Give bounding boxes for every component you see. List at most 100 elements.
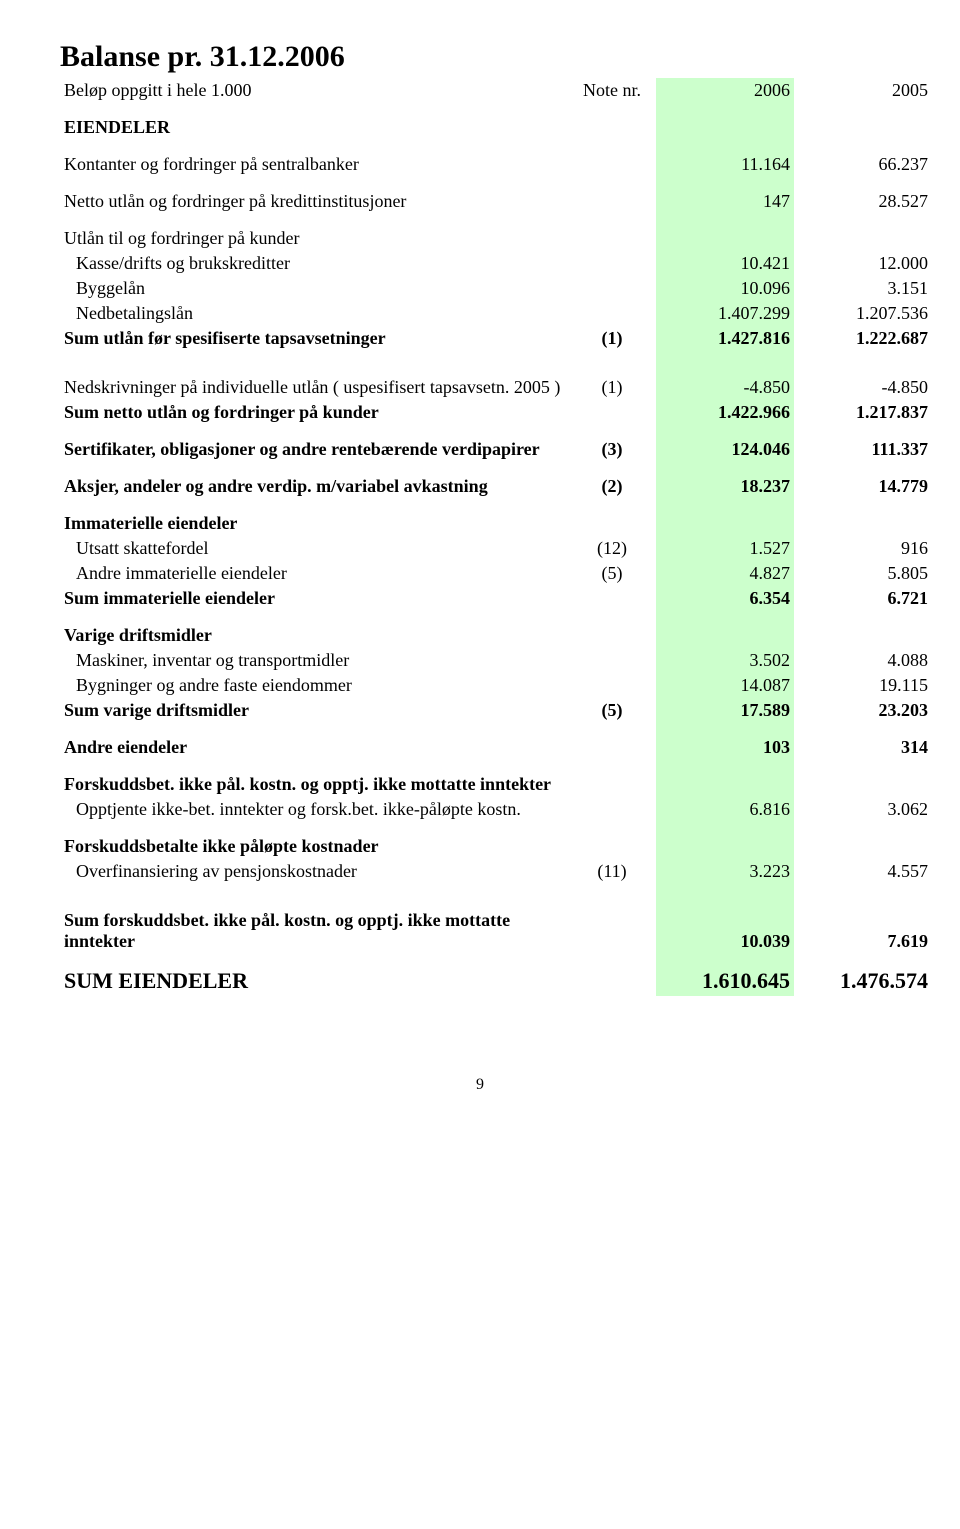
row-y1: 18.237 xyxy=(656,462,794,499)
row-label: Opptjente ikke-bet. inntekter og forsk.b… xyxy=(60,797,568,822)
row-label: Nedbetalingslån xyxy=(60,301,568,326)
row-y1: 10.039 xyxy=(656,884,794,954)
table-row: Forskuddsbet. ikke pål. kostn. og opptj.… xyxy=(60,760,932,797)
table-row: Maskiner, inventar og transportmidler 3.… xyxy=(60,648,932,673)
row-y2: 19.115 xyxy=(794,673,932,698)
table-row: Kontanter og fordringer på sentralbanker… xyxy=(60,140,932,177)
row-note xyxy=(568,400,656,425)
row-y2: 5.805 xyxy=(794,561,932,586)
row-y1: 103 xyxy=(656,723,794,760)
row-y1: 6.816 xyxy=(656,797,794,822)
table-row: Aksjer, andeler og andre verdip. m/varia… xyxy=(60,462,932,499)
row-label: Aksjer, andeler og andre verdip. m/varia… xyxy=(60,462,568,499)
row-label: Sum varige driftsmidler xyxy=(60,698,568,723)
table-row: Sum netto utlån og fordringer på kunder … xyxy=(60,400,932,425)
row-note: (12) xyxy=(568,536,656,561)
row-y1: 6.354 xyxy=(656,586,794,611)
row-label: Utlån til og fordringer på kunder xyxy=(60,214,568,251)
table-row: Sertifikater, obligasjoner og andre rent… xyxy=(60,425,932,462)
table-row: Sum varige driftsmidler (5) 17.589 23.20… xyxy=(60,698,932,723)
row-y1: 1.422.966 xyxy=(656,400,794,425)
row-note xyxy=(568,673,656,698)
table-row: Varige driftsmidler xyxy=(60,611,932,648)
row-label: Kontanter og fordringer på sentralbanker xyxy=(60,140,568,177)
row-y1: 14.087 xyxy=(656,673,794,698)
row-y1: 147 xyxy=(656,177,794,214)
row-note xyxy=(568,954,656,996)
row-y1: 3.223 xyxy=(656,859,794,884)
row-note xyxy=(568,251,656,276)
table-row: Overfinansiering av pensjonskostnader (1… xyxy=(60,859,932,884)
row-y2: 3.151 xyxy=(794,276,932,301)
row-label: Bygninger og andre faste eiendommer xyxy=(60,673,568,698)
table-row: Nedbetalingslån 1.407.299 1.207.536 xyxy=(60,301,932,326)
header-year2: 2005 xyxy=(794,78,932,103)
row-y1: 124.046 xyxy=(656,425,794,462)
row-note: (5) xyxy=(568,561,656,586)
row-note: (1) xyxy=(568,351,656,400)
table-row: Kasse/drifts og brukskreditter 10.421 12… xyxy=(60,251,932,276)
row-y2: 1.217.837 xyxy=(794,400,932,425)
row-y2: 1.476.574 xyxy=(794,954,932,996)
header-row: Beløp oppgitt i hele 1.000 Note nr. 2006… xyxy=(60,78,932,103)
row-y2: 6.721 xyxy=(794,586,932,611)
row-label: Andre eiendeler xyxy=(60,723,568,760)
table-row: Andre eiendeler 103 314 xyxy=(60,723,932,760)
row-y2: 28.527 xyxy=(794,177,932,214)
row-y1: 10.421 xyxy=(656,251,794,276)
table-row: Utsatt skattefordel (12) 1.527 916 xyxy=(60,536,932,561)
row-label: Sum netto utlån og fordringer på kunder xyxy=(60,400,568,425)
row-note xyxy=(568,648,656,673)
table-row: Utlån til og fordringer på kunder xyxy=(60,214,932,251)
row-label: Overfinansiering av pensjonskostnader xyxy=(60,859,568,884)
row-label: SUM EIENDELER xyxy=(60,954,568,996)
row-y2: 1.222.687 xyxy=(794,326,932,351)
table-row: Bygninger og andre faste eiendommer 14.0… xyxy=(60,673,932,698)
table-row: Sum forskuddsbet. ikke pål. kostn. og op… xyxy=(60,884,932,954)
row-label: Sum immaterielle eiendeler xyxy=(60,586,568,611)
row-y1: 3.502 xyxy=(656,648,794,673)
row-y1: 10.096 xyxy=(656,276,794,301)
row-y1: 1.407.299 xyxy=(656,301,794,326)
page-number: 9 xyxy=(60,1076,900,1094)
row-y1: -4.850 xyxy=(656,351,794,400)
row-y2: 4.088 xyxy=(794,648,932,673)
row-label: Forskuddsbet. ikke pål. kostn. og opptj.… xyxy=(60,760,568,797)
row-y1: 11.164 xyxy=(656,140,794,177)
row-label: Sertifikater, obligasjoner og andre rent… xyxy=(60,425,568,462)
row-label: Maskiner, inventar og transportmidler xyxy=(60,648,568,673)
page-title: Balanse pr. 31.12.2006 xyxy=(60,40,900,74)
sum-eiendeler-row: SUM EIENDELER 1.610.645 1.476.574 xyxy=(60,954,932,996)
row-y2: 1.207.536 xyxy=(794,301,932,326)
row-note xyxy=(568,586,656,611)
row-label: Nedskrivninger på individuelle utlån ( u… xyxy=(60,351,568,400)
row-label: Netto utlån og fordringer på kredittinst… xyxy=(60,177,568,214)
table-row: Byggelån 10.096 3.151 xyxy=(60,276,932,301)
balance-table: Beløp oppgitt i hele 1.000 Note nr. 2006… xyxy=(60,78,932,996)
row-note xyxy=(568,177,656,214)
row-y2: 14.779 xyxy=(794,462,932,499)
row-y1: 1.610.645 xyxy=(656,954,794,996)
row-y1: 4.827 xyxy=(656,561,794,586)
row-label: Sum forskuddsbet. ikke pål. kostn. og op… xyxy=(60,884,568,954)
row-y2: 314 xyxy=(794,723,932,760)
row-y2: 3.062 xyxy=(794,797,932,822)
subtitle-left: Beløp oppgitt i hele 1.000 xyxy=(60,78,568,103)
row-note: (5) xyxy=(568,698,656,723)
eiendeler-heading: EIENDELER xyxy=(60,103,568,140)
row-label: Forskuddsbetalte ikke påløpte kostnader xyxy=(60,822,568,859)
row-label: Immaterielle eiendeler xyxy=(60,499,568,536)
row-note xyxy=(568,884,656,954)
eiendeler-heading-row: EIENDELER xyxy=(60,103,932,140)
row-label: Sum utlån før spesifiserte tapsavsetning… xyxy=(60,326,568,351)
row-y2: 23.203 xyxy=(794,698,932,723)
row-y1: 17.589 xyxy=(656,698,794,723)
row-y2: -4.850 xyxy=(794,351,932,400)
row-note: (11) xyxy=(568,859,656,884)
row-note xyxy=(568,723,656,760)
header-year1: 2006 xyxy=(656,78,794,103)
header-note: Note nr. xyxy=(568,78,656,103)
table-row: Andre immaterielle eiendeler (5) 4.827 5… xyxy=(60,561,932,586)
row-y2: 4.557 xyxy=(794,859,932,884)
row-note xyxy=(568,140,656,177)
